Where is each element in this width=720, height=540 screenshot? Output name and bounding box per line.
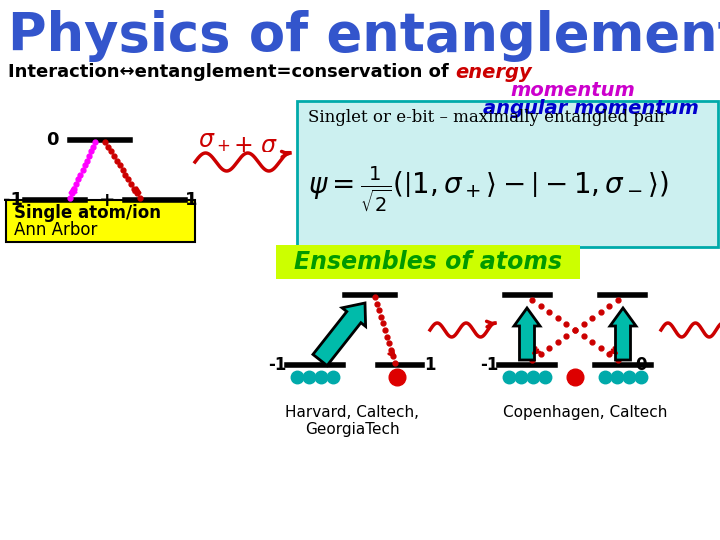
Text: -1: -1 (268, 356, 286, 374)
Text: angular momentum: angular momentum (483, 98, 699, 118)
Text: 1: 1 (185, 191, 197, 209)
Text: Single atom/ion: Single atom/ion (14, 204, 161, 222)
Text: energy: energy (455, 63, 532, 82)
Text: 1: 1 (424, 356, 436, 374)
FancyArrow shape (514, 308, 540, 360)
Text: +: + (99, 191, 115, 210)
Text: Interaction↔entanglement=conservation of: Interaction↔entanglement=conservation of (8, 63, 455, 81)
Text: Ensembles of atoms: Ensembles of atoms (294, 250, 562, 274)
Text: Harvard, Caltech,
GeorgiaTech: Harvard, Caltech, GeorgiaTech (285, 405, 419, 437)
Text: Singlet or e-bit – maximally entangled pair: Singlet or e-bit – maximally entangled p… (308, 110, 667, 126)
Text: 0: 0 (46, 131, 58, 149)
Text: $\psi = \frac{1}{\sqrt{2}}\left(\left|1,\sigma_+\right\rangle - \left|-1,\sigma_: $\psi = \frac{1}{\sqrt{2}}\left(\left|1,… (308, 165, 668, 213)
Text: Ann Arbor: Ann Arbor (14, 221, 97, 239)
Text: -1: -1 (480, 356, 498, 374)
Text: $\sigma_+$: $\sigma_+$ (198, 130, 230, 154)
FancyArrow shape (313, 303, 366, 366)
FancyArrow shape (610, 308, 636, 360)
Text: Physics of entanglement: Physics of entanglement (8, 10, 720, 62)
Text: $+\ \sigma_-$: $+\ \sigma_-$ (233, 130, 293, 154)
Text: Copenhagen, Caltech: Copenhagen, Caltech (503, 405, 667, 420)
FancyBboxPatch shape (276, 245, 580, 279)
FancyBboxPatch shape (297, 101, 718, 247)
Text: momentum: momentum (510, 80, 635, 99)
FancyBboxPatch shape (6, 200, 195, 242)
Text: -1: -1 (3, 191, 23, 209)
Text: 0: 0 (635, 356, 647, 374)
